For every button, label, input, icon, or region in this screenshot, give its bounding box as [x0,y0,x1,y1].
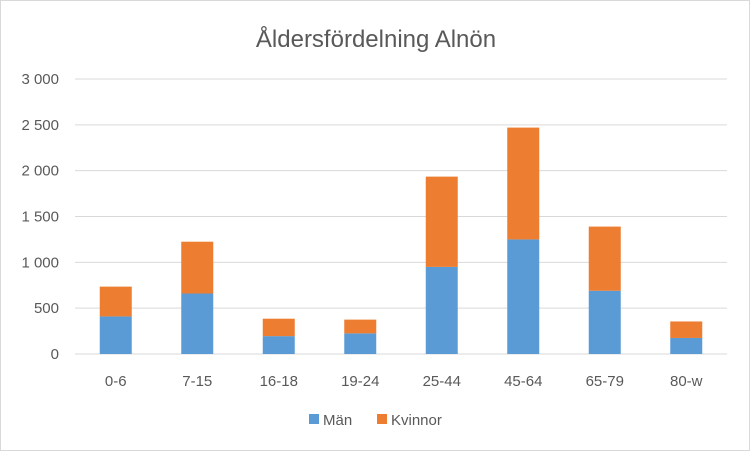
bar-kvinnor-7-15 [181,241,214,294]
legend-label: Män [323,412,352,429]
x-tick-label: 80-w [670,373,703,390]
bar-man-19-24 [344,333,377,354]
gridlines [75,78,727,355]
bar-kvinnor-25-44 [425,176,458,267]
x-tick-label: 65-79 [586,373,624,390]
legend: Män Kvinnor [309,412,442,429]
bars [99,127,703,354]
y-tick-label: 3 000 [21,71,59,88]
bar-man-0-6 [99,316,132,354]
x-tick-label: 25-44 [423,373,461,390]
legend-swatch [309,414,319,424]
y-axis-ticks: 0 500 1 000 1 500 2 000 2 500 3 000 [21,71,59,363]
bar-kvinnor-65-79 [588,226,621,291]
bar-kvinnor-19-24 [344,319,377,334]
y-tick-label: 1 000 [21,254,59,271]
bar-kvinnor-0-6 [99,286,132,317]
y-tick-label: 1 500 [21,209,59,226]
x-tick-label: 16-18 [260,373,298,390]
chart-title: Åldersfördelning Alnön [256,25,496,53]
bar-man-7-15 [181,293,214,354]
x-tick-label: 7-15 [182,373,212,390]
y-tick-label: 0 [51,346,59,363]
x-tick-label: 0-6 [105,373,127,390]
x-tick-label: 45-64 [504,373,542,390]
bar-kvinnor-45-64 [507,127,540,240]
bar-man-16-18 [262,336,295,354]
legend-swatch [377,414,387,424]
bar-kvinnor-16-18 [262,318,295,337]
bar-man-45-64 [507,239,540,354]
legend-label: Kvinnor [391,412,442,429]
bar-man-65-79 [588,290,621,354]
y-tick-label: 2 000 [21,163,59,180]
x-tick-label: 19-24 [341,373,379,390]
y-tick-label: 2 500 [21,117,59,134]
bar-kvinnor-80-w [670,321,703,338]
y-tick-label: 500 [34,300,59,317]
x-axis-ticks: 0-6 7-15 16-18 19-24 25-44 45-64 65-79 80-w [105,373,703,390]
bar-man-25-44 [425,266,458,354]
bar-man-80-w [670,337,703,354]
